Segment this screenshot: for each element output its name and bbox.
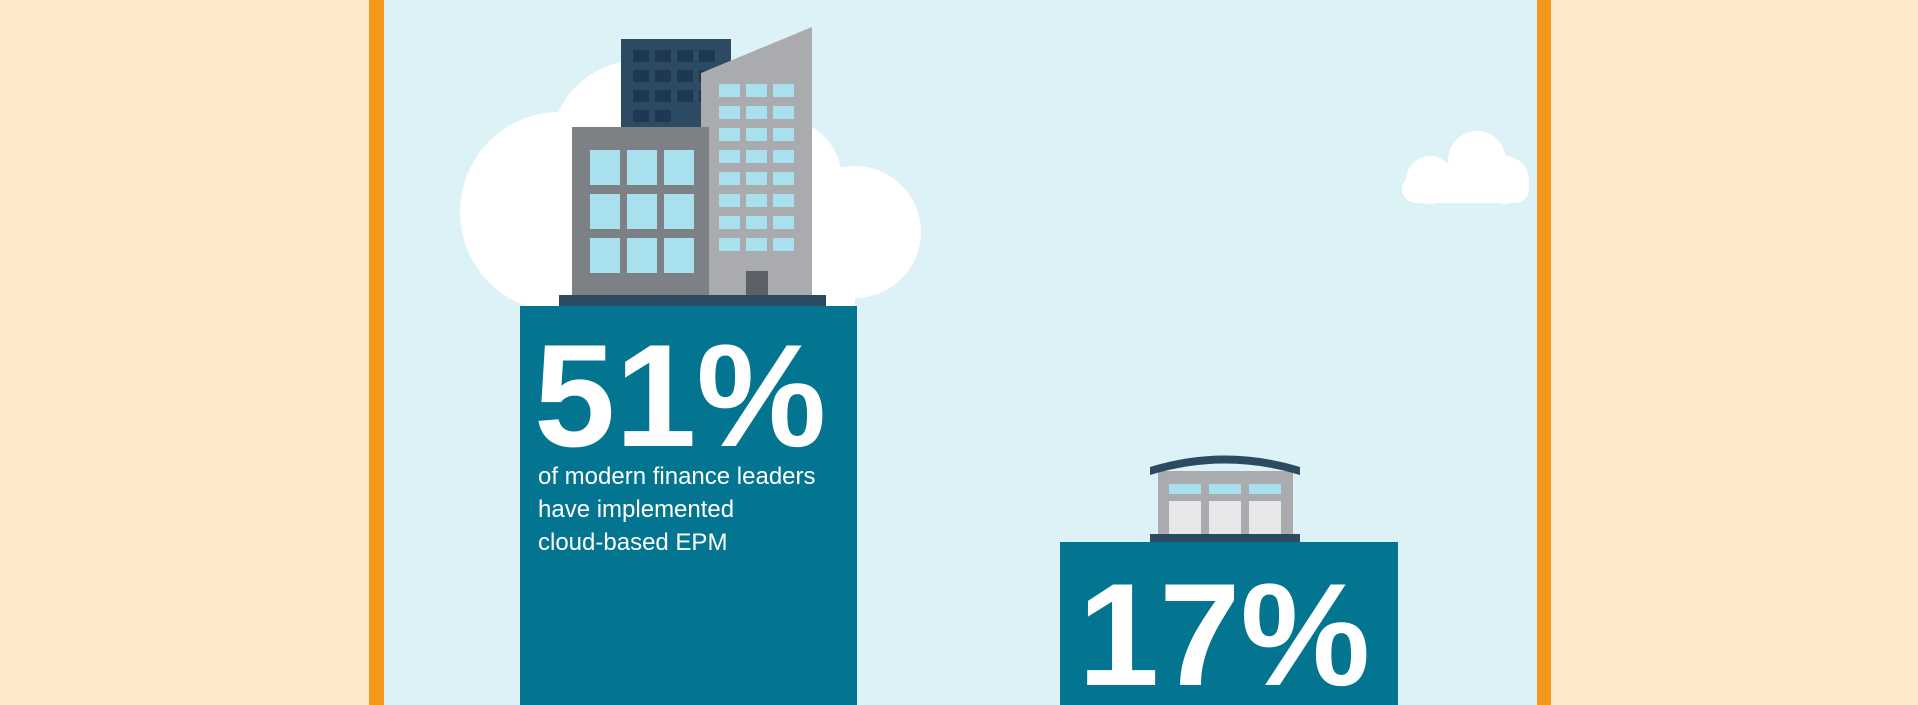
- warehouse: [1150, 455, 1300, 542]
- stat-block: [520, 306, 857, 705]
- right-border: [1537, 0, 1551, 705]
- stat-value: 17%: [1078, 553, 1370, 705]
- buildings: [559, 27, 826, 308]
- stat-block: [1060, 542, 1398, 705]
- stat-caption: have implemented: [538, 496, 734, 523]
- stat-caption: of modern finance leaders: [538, 463, 816, 490]
- left-border: [369, 0, 384, 705]
- stat-caption: cloud-based EPM: [538, 529, 727, 556]
- stat-value: 51%: [534, 314, 826, 477]
- small-cloud: [1402, 131, 1529, 204]
